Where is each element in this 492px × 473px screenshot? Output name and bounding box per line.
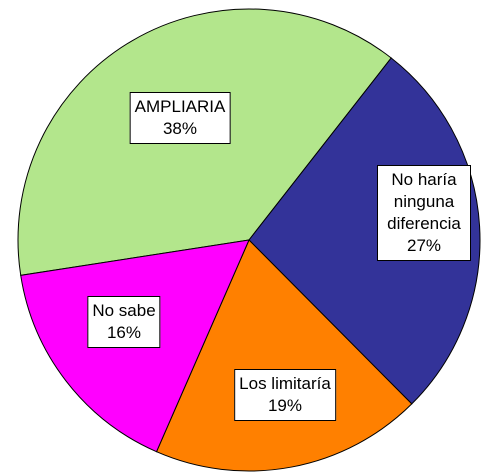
slice-label: No haría ninguna diferencia 27% (377, 165, 471, 261)
slice-value: 27% (406, 236, 442, 255)
slice-value: 19% (267, 396, 303, 415)
slice-value: 38% (162, 119, 198, 138)
slice-category: No sabe (92, 301, 156, 320)
slice-label: No sabe 16% (87, 296, 161, 348)
slice-category: No haría ninguna diferencia (387, 170, 461, 233)
slice-category: AMPLIARIA (134, 97, 226, 116)
slice-label: AMPLIARIA 38% (129, 92, 231, 144)
pie-slice (155, 239, 413, 472)
slice-value: 16% (106, 323, 142, 342)
pie-slice (248, 57, 481, 405)
slice-category: Los limitaría (239, 374, 331, 393)
slice-label: Los limitaría 19% (234, 369, 336, 421)
